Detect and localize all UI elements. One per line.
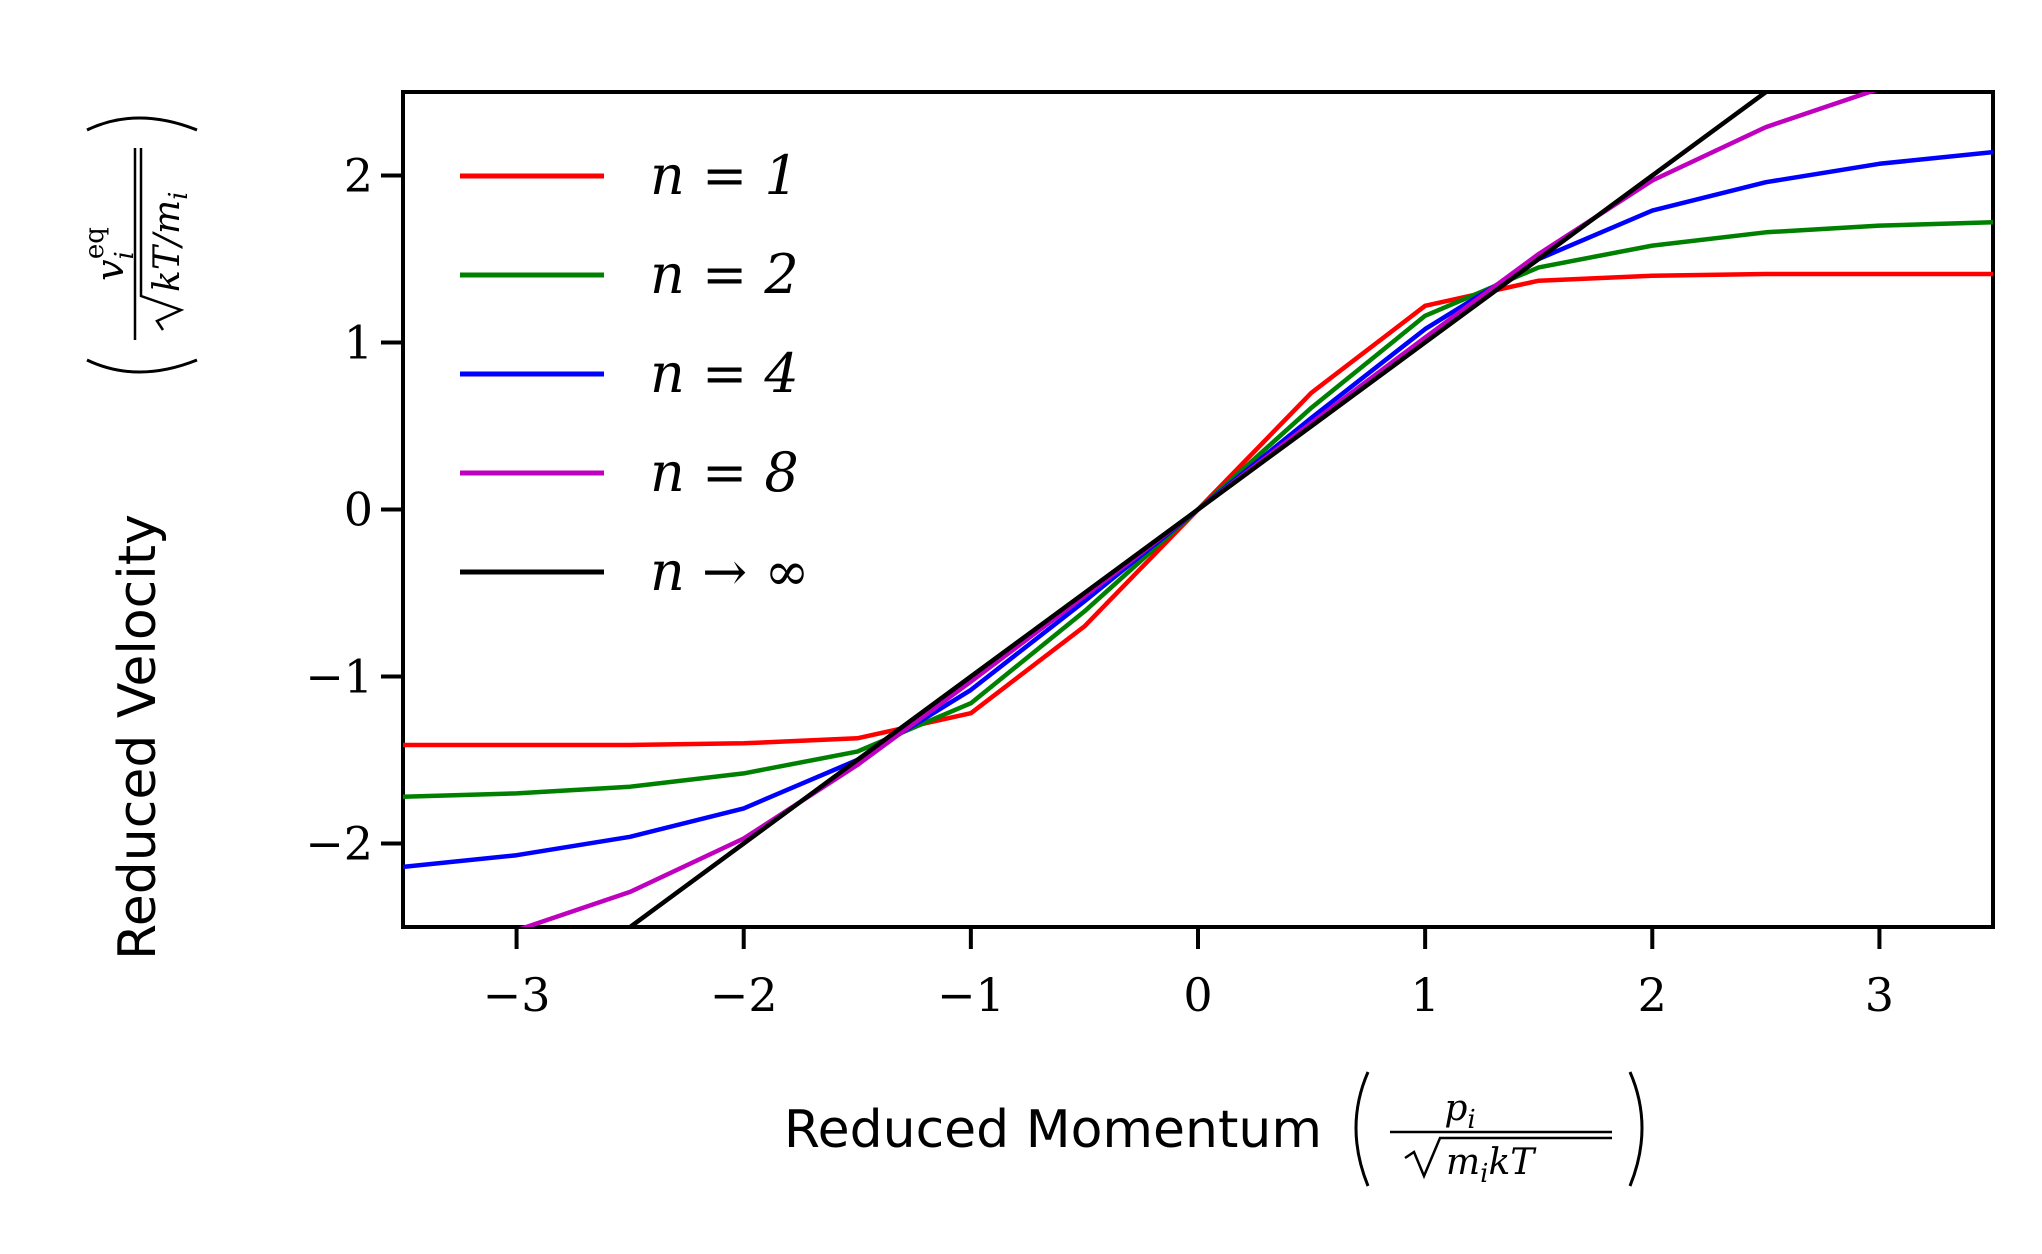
series-group (403, 92, 1993, 927)
legend-label-3: n = 4 (650, 342, 799, 405)
x-axis-label: Reduced Momentum (784, 1100, 1322, 1160)
y-axis-label: Reduced Velocity (108, 514, 168, 960)
x-tick-label: 3 (1865, 968, 1894, 1022)
y-tick-label: −2 (305, 817, 373, 871)
y-axis: −2 −1 0 1 2 (305, 149, 403, 871)
series-line-5 (626, 92, 1770, 927)
legend: n = 1 n = 2 n = 4 n = 8 n → ∞ (460, 144, 809, 603)
x-tick-label: −2 (710, 968, 778, 1022)
x-tick-label: 2 (1638, 968, 1667, 1022)
x-axis-formula: pi mikT (1354, 1071, 1644, 1189)
y-axis-formula: vieq kT/mi (80, 116, 198, 374)
y-tick-label: 0 (344, 483, 373, 537)
x-axis-title: Reduced Momentum pi mikT (784, 1071, 1644, 1189)
legend-label-5: n → ∞ (650, 540, 809, 603)
svg-text:mikT: mikT (1446, 1142, 1537, 1189)
legend-label-1: n = 1 (650, 144, 799, 207)
x-tick-label: −1 (937, 968, 1005, 1022)
x-tick-label: −3 (483, 968, 551, 1022)
legend-label-4: n = 8 (650, 441, 799, 504)
x-tick-label: 1 (1411, 968, 1440, 1022)
svg-text:kT/mi: kT/mi (147, 192, 194, 292)
legend-label-2: n = 2 (650, 243, 799, 306)
x-axis: −3 −2 −1 0 1 2 3 (483, 927, 1894, 1022)
svg-text:pi: pi (1444, 1088, 1475, 1135)
svg-text:vieq: vieq (80, 227, 140, 281)
y-tick-label: −1 (305, 650, 373, 704)
y-tick-label: 1 (344, 316, 373, 370)
y-tick-label: 2 (344, 149, 373, 203)
x-tick-label: 0 (1183, 968, 1212, 1022)
y-axis-title: Reduced Velocity vieq kT/mi (80, 116, 198, 960)
